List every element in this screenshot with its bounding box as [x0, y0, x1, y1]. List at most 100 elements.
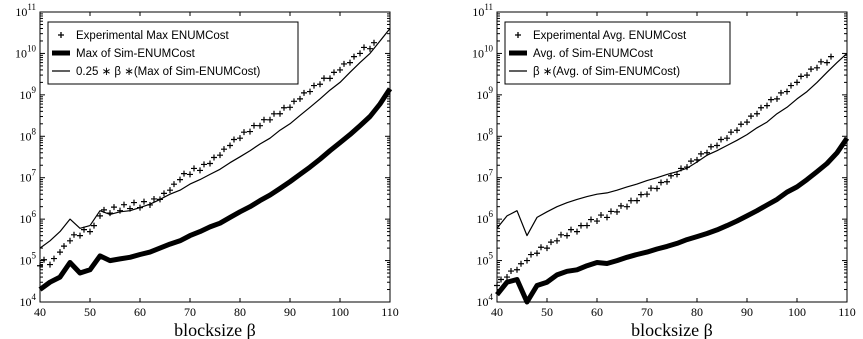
- data-point: [594, 218, 600, 225]
- data-point: [321, 75, 327, 82]
- legend-label: β ∗(Avg. of Sim-ENUMCost): [533, 66, 680, 78]
- data-point: [624, 203, 630, 210]
- data-point: [287, 104, 293, 111]
- data-point: [578, 222, 584, 229]
- data-point: [227, 142, 233, 149]
- data-point: [674, 171, 680, 178]
- x-tick-label: 100: [788, 305, 806, 319]
- data-point: [71, 231, 77, 238]
- y-tick-label: 1011: [15, 2, 36, 19]
- legend-label: Experimental Avg. ENUMCost: [533, 30, 687, 42]
- y-tick-label: 1010: [15, 43, 37, 60]
- series-line-thin: [496, 52, 848, 237]
- data-point: [331, 69, 337, 76]
- data-point: [97, 212, 103, 219]
- legend: [47, 21, 299, 85]
- data-point: [351, 53, 357, 60]
- series-line-thick: [38, 87, 393, 292]
- data-point: [768, 96, 774, 103]
- x-tick-label: 50: [84, 305, 96, 319]
- data-point: [47, 261, 53, 268]
- data-point: [728, 129, 734, 136]
- data-point: [498, 276, 504, 283]
- y-tick-label: 107: [20, 168, 37, 185]
- y-tick-label: 104: [20, 292, 37, 309]
- left-chart: 40 50 60 70 80 90 100 110 104 105 106 107 108 109 1010…: [15, 2, 399, 339]
- data-point: [347, 59, 353, 66]
- legend-label: Experimental Max ENUMCost: [76, 30, 230, 42]
- data-point: [818, 58, 824, 65]
- data-point: [357, 50, 363, 57]
- data-point: [774, 95, 780, 102]
- data-point: [277, 110, 283, 117]
- x-tick-label: 90: [284, 305, 296, 319]
- y-tick-label: 106: [477, 209, 494, 226]
- data-point: [798, 73, 804, 80]
- right-chart: 40 50 60 70 80 90 100 110 104 105 106 107 108 109 1010…: [472, 2, 856, 339]
- data-point: [544, 245, 550, 252]
- data-point: [494, 282, 500, 289]
- data-point: [37, 262, 43, 269]
- data-point: [764, 102, 770, 109]
- legend-marker-plus: [515, 32, 521, 38]
- data-point: [151, 195, 157, 202]
- data-point: [261, 116, 267, 123]
- data-point: [367, 45, 373, 52]
- x-tick-label: 40: [34, 305, 46, 319]
- data-point: [504, 274, 510, 281]
- data-point: [231, 136, 237, 143]
- data-point: [371, 39, 377, 46]
- data-point: [708, 143, 714, 150]
- data-point: [167, 187, 173, 194]
- data-point: [271, 110, 277, 117]
- data-point: [558, 231, 564, 238]
- x-tick-label: 80: [234, 305, 246, 319]
- data-point: [634, 197, 640, 204]
- data-point: [628, 197, 634, 204]
- data-point: [548, 239, 554, 246]
- data-point: [528, 251, 534, 258]
- data-point: [247, 128, 253, 135]
- y-tick-label: 105: [477, 251, 494, 268]
- data-point: [648, 185, 654, 192]
- data-point: [341, 60, 347, 67]
- data-point: [518, 260, 524, 267]
- data-point: [754, 110, 760, 117]
- data-point: [584, 222, 590, 229]
- data-point: [524, 257, 530, 264]
- data-point: [251, 122, 257, 129]
- data-point: [131, 199, 137, 206]
- data-point: [291, 98, 297, 105]
- data-point: [171, 181, 177, 188]
- data-point: [778, 89, 784, 96]
- data-point: [197, 167, 203, 174]
- y-tick-label: 108: [477, 126, 494, 143]
- data-point: [738, 121, 744, 128]
- legend: [504, 21, 731, 85]
- y-tick-label: 105: [20, 251, 37, 268]
- data-point: [207, 160, 213, 167]
- data-point: [191, 165, 197, 172]
- y-tick-label: 104: [477, 292, 494, 309]
- data-point: [297, 95, 303, 102]
- data-point: [281, 104, 287, 111]
- x-tick-label: 110: [381, 305, 399, 319]
- data-point: [57, 249, 63, 256]
- data-point: [598, 212, 604, 219]
- data-point: [177, 176, 183, 183]
- legend-label: 0.25 ∗ β ∗(Max of Sim-ENUMCost): [76, 66, 261, 78]
- data-point: [744, 119, 750, 126]
- data-point: [638, 191, 644, 198]
- data-point: [117, 207, 123, 214]
- x-axis-label: blocksize β: [174, 320, 256, 339]
- data-point: [514, 266, 520, 273]
- legend-label: Max of Sim-ENUMCost: [76, 48, 196, 60]
- series-line-thick: [495, 136, 850, 305]
- y-tick-label: 107: [477, 168, 494, 185]
- data-point: [181, 170, 187, 177]
- data-point: [317, 81, 323, 88]
- data-point: [141, 198, 147, 205]
- data-point: [788, 82, 794, 89]
- x-tick-label: 100: [331, 305, 349, 319]
- data-point: [211, 154, 217, 161]
